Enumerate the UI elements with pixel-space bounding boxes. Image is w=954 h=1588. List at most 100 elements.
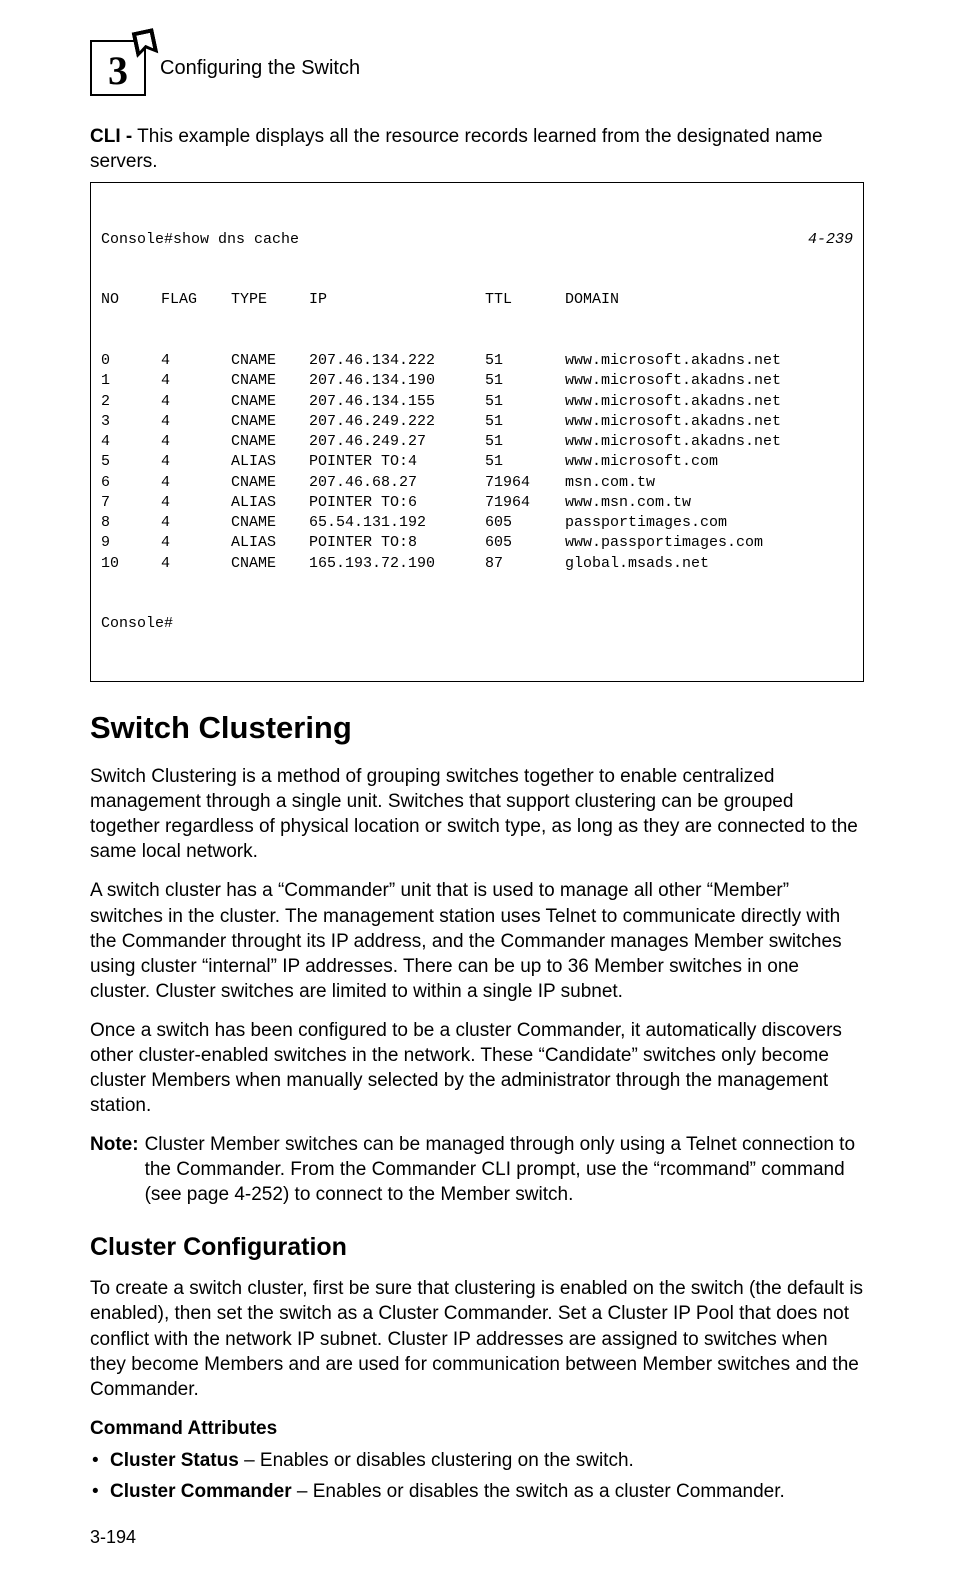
code-cell: www.microsoft.akadns.net — [565, 392, 853, 412]
code-cell: 87 — [485, 554, 565, 574]
chapter-title: Configuring the Switch — [160, 57, 360, 80]
note-block: Note: Cluster Member switches can be man… — [90, 1132, 864, 1207]
code-cell: www.microsoft.com — [565, 452, 853, 472]
code-cell: 4 — [161, 392, 231, 412]
code-cell: 4 — [161, 513, 231, 533]
para-1: Switch Clustering is a method of groupin… — [90, 764, 864, 864]
code-data-row: 104CNAME165.193.72.19087global.msads.net — [101, 554, 853, 574]
col-no: NO — [101, 290, 161, 310]
code-cell: 4 — [161, 452, 231, 472]
code-cell: 5 — [101, 452, 161, 472]
chapter-icon: 3 — [90, 40, 146, 96]
code-cell: 51 — [485, 371, 565, 391]
cli-intro: CLI - This example displays all the reso… — [90, 124, 864, 174]
code-data-row: 04CNAME207.46.134.22251www.microsoft.aka… — [101, 351, 853, 371]
code-cell: 51 — [485, 432, 565, 452]
code-cell: 4 — [161, 432, 231, 452]
code-data-row: 74ALIASPOINTER TO:671964www.msn.com.tw — [101, 493, 853, 513]
code-cell: 51 — [485, 392, 565, 412]
code-cell: CNAME — [231, 432, 309, 452]
code-cell: www.msn.com.tw — [565, 493, 853, 513]
cluster-config-heading: Cluster Configuration — [90, 1233, 864, 1262]
code-cell: 207.46.249.27 — [309, 432, 485, 452]
code-cell: 165.193.72.190 — [309, 554, 485, 574]
list-item: Cluster Status – Enables or disables clu… — [90, 1448, 864, 1474]
note-label: Note: — [90, 1132, 145, 1207]
code-cell: CNAME — [231, 392, 309, 412]
code-cell: msn.com.tw — [565, 473, 853, 493]
code-cell: POINTER TO:4 — [309, 452, 485, 472]
code-cell: www.microsoft.akadns.net — [565, 432, 853, 452]
code-data-row: 44CNAME207.46.249.2751www.microsoft.akad… — [101, 432, 853, 452]
code-cell: CNAME — [231, 554, 309, 574]
bullet-term: Cluster Commander — [110, 1481, 292, 1502]
col-type: TYPE — [231, 290, 309, 310]
code-cell: 4 — [161, 351, 231, 371]
code-cell: passportimages.com — [565, 513, 853, 533]
code-cell: 51 — [485, 452, 565, 472]
code-cell: www.passportimages.com — [565, 533, 853, 553]
col-domain: DOMAIN — [565, 290, 853, 310]
chapter-number: 3 — [108, 47, 128, 94]
page-number: 3-194 — [90, 1527, 864, 1548]
code-cell: CNAME — [231, 371, 309, 391]
code-bottom: Console# — [101, 614, 853, 634]
code-cell: ALIAS — [231, 493, 309, 513]
code-data-row: 14CNAME207.46.134.19051www.microsoft.aka… — [101, 371, 853, 391]
code-cell: CNAME — [231, 412, 309, 432]
code-cell: 605 — [485, 533, 565, 553]
code-cell: www.microsoft.akadns.net — [565, 351, 853, 371]
code-ref: 4-239 — [299, 230, 853, 250]
code-cell: 605 — [485, 513, 565, 533]
code-cell: 4 — [161, 493, 231, 513]
note-body: Cluster Member switches can be managed t… — [145, 1132, 864, 1207]
code-cell: ALIAS — [231, 533, 309, 553]
switch-clustering-heading: Switch Clustering — [90, 710, 864, 746]
code-cell: CNAME — [231, 351, 309, 371]
code-cell: 2 — [101, 392, 161, 412]
code-cell: CNAME — [231, 473, 309, 493]
cluster-config-para: To create a switch cluster, first be sur… — [90, 1276, 864, 1401]
code-cell: 4 — [161, 371, 231, 391]
code-cell: 65.54.131.192 — [309, 513, 485, 533]
code-cell: 71964 — [485, 493, 565, 513]
code-cell: CNAME — [231, 513, 309, 533]
bullet-rest: – Enables or disables clustering on the … — [239, 1450, 634, 1471]
code-data-row: 64CNAME207.46.68.2771964msn.com.tw — [101, 473, 853, 493]
code-cell: 4 — [161, 412, 231, 432]
code-cell: www.microsoft.akadns.net — [565, 412, 853, 432]
col-ttl: TTL — [485, 290, 565, 310]
para-3: Once a switch has been configured to be … — [90, 1018, 864, 1118]
code-cell: POINTER TO:8 — [309, 533, 485, 553]
dns-cache-output: Console#show dns cache 4-239 NO FLAG TYP… — [90, 182, 864, 682]
code-cell: ALIAS — [231, 452, 309, 472]
code-cell: POINTER TO:6 — [309, 493, 485, 513]
code-cell: 4 — [101, 432, 161, 452]
code-header-row: NO FLAG TYPE IP TTL DOMAIN — [101, 290, 853, 310]
code-cell: global.msads.net — [565, 554, 853, 574]
code-cell: 1 — [101, 371, 161, 391]
code-cell: 207.46.134.155 — [309, 392, 485, 412]
code-cell: 8 — [101, 513, 161, 533]
code-cell: 10 — [101, 554, 161, 574]
code-data-row: 24CNAME207.46.134.15551www.microsoft.aka… — [101, 392, 853, 412]
code-cell: 9 — [101, 533, 161, 553]
command-attributes-list: Cluster Status – Enables or disables clu… — [90, 1448, 864, 1505]
code-data-row: 94ALIASPOINTER TO:8605www.passportimages… — [101, 533, 853, 553]
bookmark-icon — [132, 28, 159, 58]
bullet-term: Cluster Status — [110, 1450, 239, 1471]
bullet-rest: – Enables or disables the switch as a cl… — [292, 1481, 785, 1502]
code-cell: 0 — [101, 351, 161, 371]
code-cell: 207.46.68.27 — [309, 473, 485, 493]
code-top-left: Console#show dns cache — [101, 230, 299, 250]
code-cell: 4 — [161, 533, 231, 553]
code-cell: 4 — [161, 473, 231, 493]
code-data-row: 84CNAME65.54.131.192605passportimages.co… — [101, 513, 853, 533]
code-cell: 71964 — [485, 473, 565, 493]
code-cell: 3 — [101, 412, 161, 432]
code-cell: 4 — [161, 554, 231, 574]
code-data-row: 34CNAME207.46.249.22251www.microsoft.aka… — [101, 412, 853, 432]
col-ip: IP — [309, 290, 485, 310]
code-cell: 207.46.134.222 — [309, 351, 485, 371]
code-cell: 207.46.249.222 — [309, 412, 485, 432]
